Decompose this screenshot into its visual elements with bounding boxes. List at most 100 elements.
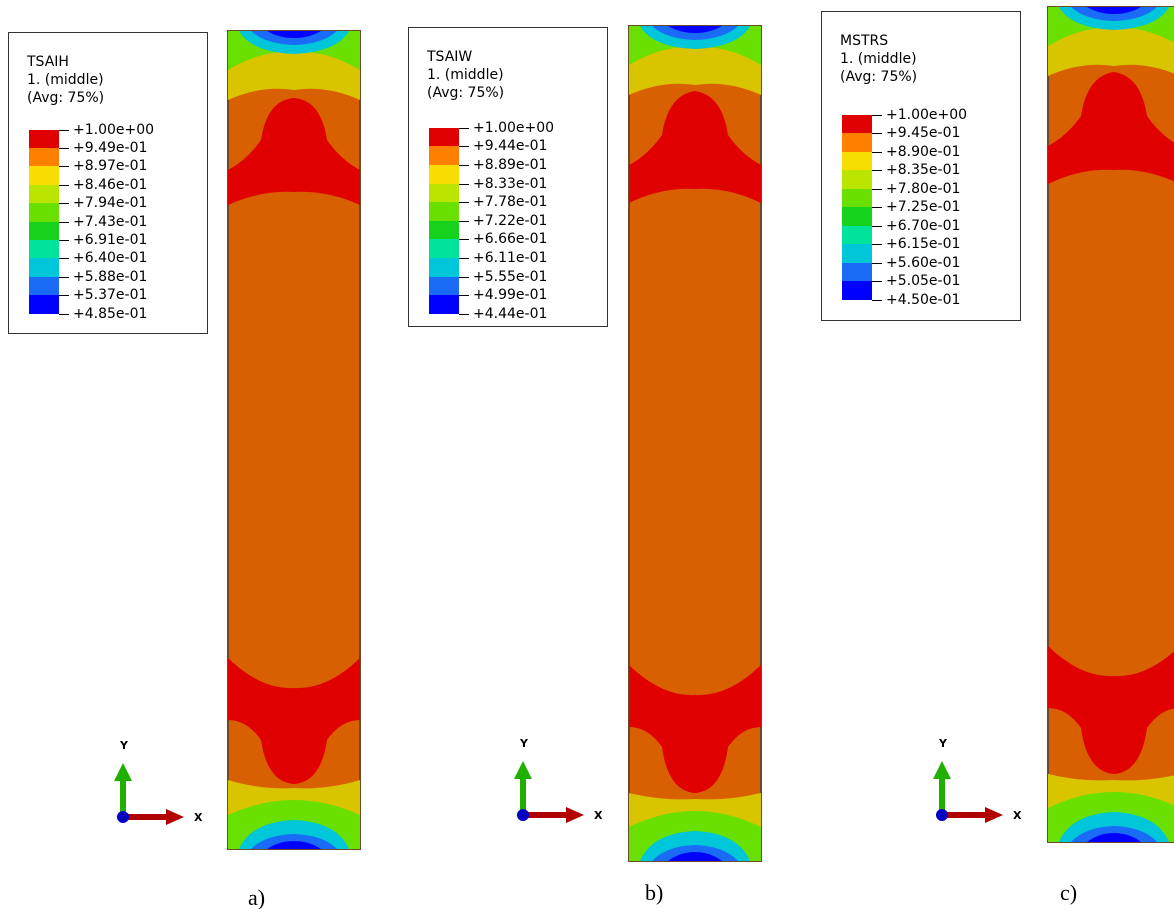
tick bbox=[459, 277, 469, 278]
swatch bbox=[429, 295, 459, 314]
legend-avg: (Avg: 75%) bbox=[840, 69, 918, 85]
legend-title: TSAIW bbox=[427, 49, 473, 65]
tick bbox=[459, 184, 469, 185]
legend-value: +9.44e-01 bbox=[473, 138, 548, 154]
swatch bbox=[29, 185, 59, 203]
swatch bbox=[29, 130, 59, 148]
swatch bbox=[29, 295, 59, 314]
tick bbox=[459, 146, 469, 147]
legend-a: TSAIH 1. (middle) (Avg: 75%) bbox=[8, 32, 208, 334]
legend-swatches bbox=[842, 115, 872, 300]
tick bbox=[872, 207, 882, 208]
swatch bbox=[842, 170, 872, 189]
contour-bar-a bbox=[227, 30, 361, 850]
legend-value: +6.70e-01 bbox=[886, 218, 961, 234]
panel-c: MSTRS 1. (middle) (Avg: 75%) bbox=[815, 0, 1174, 909]
legend-value: +1.00e+00 bbox=[473, 120, 555, 136]
legend-value: +8.35e-01 bbox=[886, 162, 961, 178]
tick bbox=[59, 277, 69, 278]
tick bbox=[59, 314, 69, 315]
swatch bbox=[29, 240, 59, 258]
swatch bbox=[429, 184, 459, 202]
swatch bbox=[842, 226, 872, 244]
swatch bbox=[429, 165, 459, 184]
swatch bbox=[29, 166, 59, 185]
swatch bbox=[29, 203, 59, 222]
tick bbox=[459, 202, 469, 203]
swatch bbox=[842, 115, 872, 133]
panel-b: TSAIW 1. (middle) (Avg: 75%) bbox=[400, 0, 800, 909]
legend-value: +1.00e+00 bbox=[73, 122, 155, 138]
legend-b: TSAIW 1. (middle) (Avg: 75%) bbox=[408, 27, 608, 327]
legend-avg: (Avg: 75%) bbox=[427, 85, 505, 101]
legend-value: +5.60e-01 bbox=[886, 255, 961, 271]
legend-value: +4.99e-01 bbox=[473, 287, 548, 303]
legend-value: +6.40e-01 bbox=[73, 250, 148, 266]
legend-value: +7.78e-01 bbox=[473, 194, 548, 210]
tick bbox=[59, 295, 69, 296]
tick bbox=[459, 239, 469, 240]
tick bbox=[459, 258, 469, 259]
swatch bbox=[842, 152, 872, 170]
swatch bbox=[429, 146, 459, 165]
axis-x-label: X bbox=[1013, 809, 1022, 822]
legend-value: +4.44e-01 bbox=[473, 306, 548, 322]
tick bbox=[59, 240, 69, 241]
legend-value: +8.33e-01 bbox=[473, 176, 548, 192]
swatch bbox=[29, 277, 59, 295]
tick bbox=[459, 314, 469, 315]
tick bbox=[59, 166, 69, 167]
tick bbox=[872, 133, 882, 134]
legend-swatches bbox=[29, 130, 59, 314]
legend-subtitle: 1. (middle) bbox=[840, 51, 917, 67]
legend-value: +5.88e-01 bbox=[73, 269, 148, 285]
tick bbox=[59, 148, 69, 149]
tick bbox=[872, 281, 882, 282]
swatch bbox=[429, 258, 459, 277]
tick bbox=[59, 185, 69, 186]
tick bbox=[872, 115, 882, 116]
swatch bbox=[842, 244, 872, 263]
panel-label-a: a) bbox=[248, 885, 266, 909]
tick bbox=[59, 203, 69, 204]
legend-value: +7.80e-01 bbox=[886, 181, 961, 197]
legend-value: +6.15e-01 bbox=[886, 236, 961, 252]
tick bbox=[872, 189, 882, 190]
tick bbox=[872, 244, 882, 245]
legend-value: +7.94e-01 bbox=[73, 195, 148, 211]
axis-x-label: X bbox=[594, 809, 603, 822]
legend-c: MSTRS 1. (middle) (Avg: 75%) bbox=[821, 11, 1021, 321]
axis-x-label: X bbox=[194, 811, 203, 824]
legend-swatches bbox=[429, 128, 459, 314]
swatch bbox=[842, 281, 872, 300]
coordinate-triad-b: Y X bbox=[514, 737, 603, 823]
tick bbox=[872, 170, 882, 171]
legend-value: +6.91e-01 bbox=[73, 232, 148, 248]
panel-label-b: b) bbox=[645, 880, 664, 905]
legend-value: +5.55e-01 bbox=[473, 269, 548, 285]
legend-value: +7.43e-01 bbox=[73, 214, 148, 230]
contour-bar-b bbox=[628, 25, 762, 862]
swatch bbox=[842, 263, 872, 281]
swatch bbox=[429, 202, 459, 221]
panel-a: TSAIH 1. (middle) (Avg: 75%) bbox=[0, 0, 390, 909]
legend-value: +6.66e-01 bbox=[473, 231, 548, 247]
axis-y-label: Y bbox=[519, 737, 529, 750]
swatch bbox=[842, 133, 872, 152]
legend-value: +8.90e-01 bbox=[886, 144, 961, 160]
legend-title: TSAIH bbox=[27, 54, 69, 70]
tick bbox=[459, 295, 469, 296]
legend-subtitle: 1. (middle) bbox=[427, 67, 504, 83]
legend-value: +4.85e-01 bbox=[73, 306, 148, 322]
tick bbox=[459, 128, 469, 129]
tick bbox=[872, 226, 882, 227]
legend-value: +8.97e-01 bbox=[73, 158, 148, 174]
tick bbox=[59, 130, 69, 131]
legend-value: +9.45e-01 bbox=[886, 125, 961, 141]
axis-y-label: Y bbox=[119, 739, 129, 752]
legend-value: +7.25e-01 bbox=[886, 199, 961, 215]
axis-y-label: Y bbox=[938, 737, 948, 750]
legend-value: +7.22e-01 bbox=[473, 213, 548, 229]
legend-avg: (Avg: 75%) bbox=[27, 90, 105, 106]
panel-label-c: c) bbox=[1060, 880, 1078, 905]
